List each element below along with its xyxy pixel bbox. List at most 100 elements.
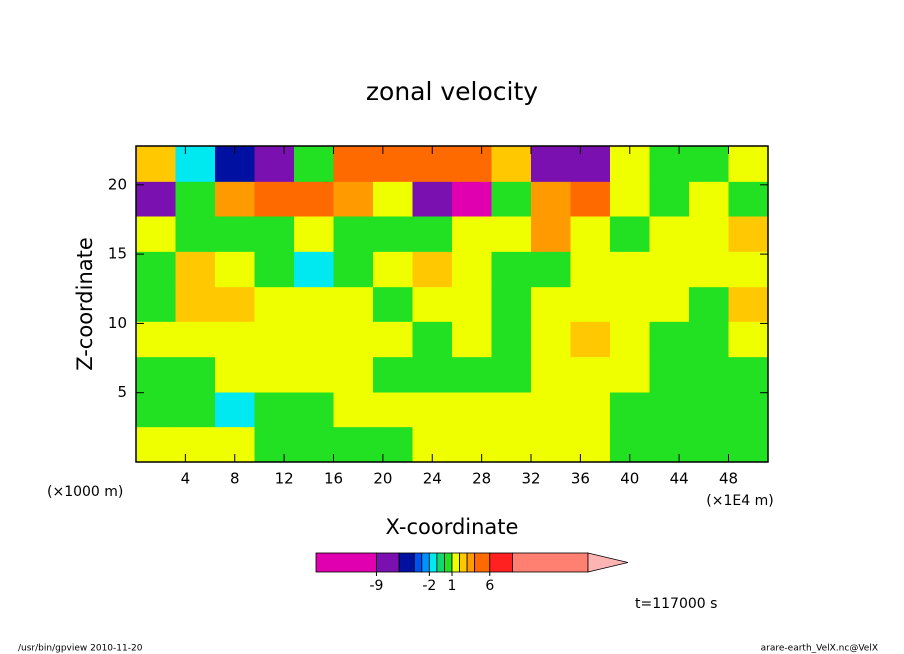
field-cell <box>333 146 374 182</box>
field-cell <box>452 215 492 252</box>
field-cell <box>610 356 650 393</box>
x-tick-label: 16 <box>324 470 343 488</box>
field-cell <box>689 181 729 217</box>
plot-frame <box>135 145 769 463</box>
footer-right: arare-earth_VelX.nc@VelX <box>761 644 878 654</box>
field-cell <box>175 356 216 393</box>
field-cell <box>491 181 532 217</box>
field-cell <box>254 356 295 393</box>
field-cell <box>333 392 374 428</box>
field-cell <box>610 286 650 322</box>
field-cell <box>649 286 690 322</box>
field-cell <box>373 321 413 358</box>
y-tick-label: 5 <box>117 383 127 401</box>
x-unit-label: (×1E4 m) <box>706 493 773 509</box>
colorbar-tick-label: -9 <box>369 578 383 594</box>
field-cell <box>333 286 374 322</box>
field-cell <box>728 356 769 393</box>
field-cell <box>649 146 690 182</box>
field-cell <box>254 286 295 322</box>
field-cell <box>610 321 650 358</box>
field-cell <box>610 251 650 288</box>
field-cell <box>531 215 571 252</box>
y-unit-label: (×1000 m) <box>47 484 123 500</box>
field-cell <box>649 181 690 217</box>
colorbar-segment <box>489 552 513 573</box>
field-cell <box>333 321 374 358</box>
field-cell <box>570 286 611 322</box>
colorbar-segment <box>421 552 430 573</box>
field-cell <box>254 251 295 288</box>
field-cell <box>215 356 255 393</box>
colorbar-over <box>587 552 629 573</box>
field-cell <box>294 356 334 393</box>
field-cell <box>531 392 571 428</box>
field-cell <box>689 146 729 182</box>
field-cell <box>136 251 176 288</box>
field-cell <box>294 146 334 182</box>
field-cell <box>333 251 374 288</box>
field-cell <box>649 215 690 252</box>
field-cell <box>333 181 374 217</box>
field-cell <box>570 356 611 393</box>
x-tick-label: 28 <box>472 470 491 488</box>
colorbar-segment <box>466 552 476 573</box>
field-cell <box>452 321 492 358</box>
field-cell <box>491 286 532 322</box>
field-cell <box>136 286 176 322</box>
y-axis-label: Z-coordinate <box>73 237 97 371</box>
y-tick-label: 15 <box>108 245 127 263</box>
field-cell <box>175 286 216 322</box>
x-tick-label: 12 <box>275 470 294 488</box>
field-cell <box>452 286 492 322</box>
x-axis-label: X-coordinate <box>386 515 519 539</box>
field-cell <box>254 426 295 463</box>
colorbar-segment <box>459 552 468 573</box>
colorbar-segment <box>428 552 438 573</box>
field-cell <box>412 181 453 217</box>
field-cell <box>333 215 374 252</box>
field-cell <box>728 146 769 182</box>
field-cell <box>254 146 295 182</box>
y-tick-label: 20 <box>108 175 127 193</box>
field-cell <box>333 356 374 393</box>
field-cell <box>728 251 769 288</box>
field-cell <box>491 426 532 463</box>
field-cell <box>254 321 295 358</box>
field-cell <box>254 181 295 217</box>
field-cell <box>649 426 690 463</box>
x-tick-label: 8 <box>230 470 240 488</box>
field-cell <box>491 146 532 182</box>
colorbar-segment <box>512 552 589 573</box>
field-cell <box>294 215 334 252</box>
field-cell <box>215 392 255 428</box>
field-cell <box>689 286 729 322</box>
colorbar-segment <box>376 552 400 573</box>
field-cell <box>689 356 729 393</box>
x-tick-label: 44 <box>670 470 689 488</box>
field-cell <box>570 251 611 288</box>
field-cell <box>531 426 571 463</box>
field-cell <box>649 356 690 393</box>
x-tick-label: 32 <box>521 470 540 488</box>
field-cell <box>136 392 176 428</box>
field-cell <box>728 286 769 322</box>
field-cell <box>373 392 413 428</box>
field-cell <box>570 146 611 182</box>
field-cell <box>215 251 255 288</box>
field-cell <box>373 426 413 463</box>
field-cell <box>412 356 453 393</box>
colorbar-segment <box>474 552 491 573</box>
field-cell <box>531 181 571 217</box>
field-cell <box>294 251 334 288</box>
field-cell <box>136 146 176 182</box>
field-cell <box>689 251 729 288</box>
field-cell <box>254 392 295 428</box>
field-cell <box>491 356 532 393</box>
y-tick-label: 10 <box>108 314 127 332</box>
colorbar-segment <box>444 552 453 573</box>
field-cell <box>136 215 176 252</box>
field-cell <box>491 251 532 288</box>
field-cell <box>373 215 413 252</box>
time-label: t=117000 s <box>635 596 717 612</box>
